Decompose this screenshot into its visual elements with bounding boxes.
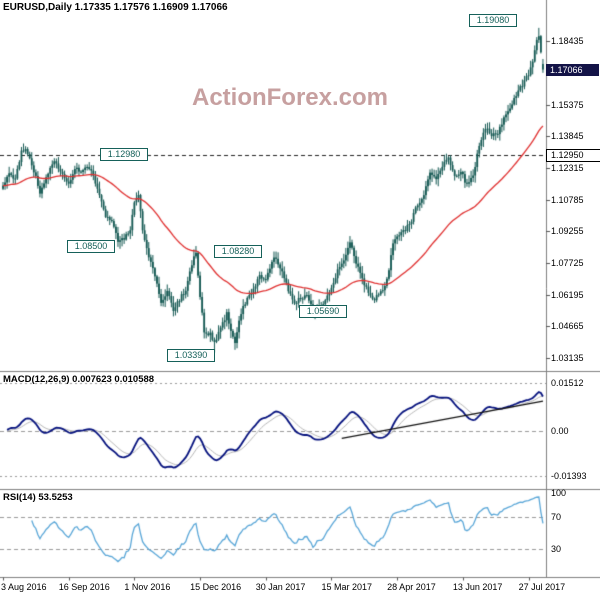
price-axis-label: 1.18435	[551, 36, 584, 47]
date-axis-label: 13 Jun 2017	[452, 582, 503, 592]
chart-title-ohlc: EURUSD,Daily 1.17335 1.17576 1.16909 1.1…	[3, 2, 228, 13]
macd-axis-label: 0.00	[551, 426, 569, 437]
price-axis-label: 1.03135	[551, 352, 584, 363]
price-level-annotation: 1.12980	[100, 148, 148, 161]
date-axis-label: 15 Mar 2017	[321, 582, 373, 592]
date-axis-label: 28 Apr 2017	[387, 582, 436, 592]
price-axis-label: 1.13845	[551, 131, 584, 142]
date-axis-label: 27 Jul 2017	[518, 582, 566, 592]
macd-indicator-label: MACD(12,26,9) 0.007623 0.010588	[3, 374, 155, 385]
price-level-annotation: 1.03390	[167, 349, 215, 362]
level-price-badge: 1.12950	[546, 148, 600, 162]
price-axis-label: 1.04665	[551, 321, 584, 332]
price-level-annotation: 1.08280	[214, 245, 262, 258]
watermark: ActionForex.com	[191, 84, 389, 111]
current-price-badge: 1.17066	[546, 63, 599, 76]
price-axis-label: 1.12315	[551, 162, 584, 173]
price-axis-label: 1.09255	[551, 226, 584, 237]
price-level-annotation: 1.19080	[469, 14, 517, 27]
price-axis-label: 1.15375	[551, 99, 584, 110]
price-axis-label: 1.07725	[551, 257, 584, 268]
macd-axis-label: 0.01512	[551, 378, 584, 389]
price-axis-label: 1.06195	[551, 289, 584, 300]
rsi-indicator-label: RSI(14) 53.5253	[3, 492, 73, 503]
rsi-axis-label: 30	[551, 544, 562, 554]
date-axis-label: 16 Sep 2016	[58, 582, 110, 592]
price-level-annotation: 1.05690	[299, 305, 347, 318]
price-axis-label: 1.10785	[551, 194, 584, 205]
rsi-axis-label: 70	[551, 512, 562, 522]
date-axis-label: 30 Jan 2017	[255, 582, 306, 592]
date-axis-label: 1 Nov 2016	[124, 582, 171, 592]
date-axis-label: 3 Aug 2016	[1, 582, 47, 592]
macd-axis-label: -0.01393	[551, 470, 587, 481]
price-level-annotation: 1.08500	[67, 240, 115, 253]
rsi-axis-label: 100	[551, 488, 567, 498]
date-axis-label: 15 Dec 2016	[190, 582, 242, 592]
